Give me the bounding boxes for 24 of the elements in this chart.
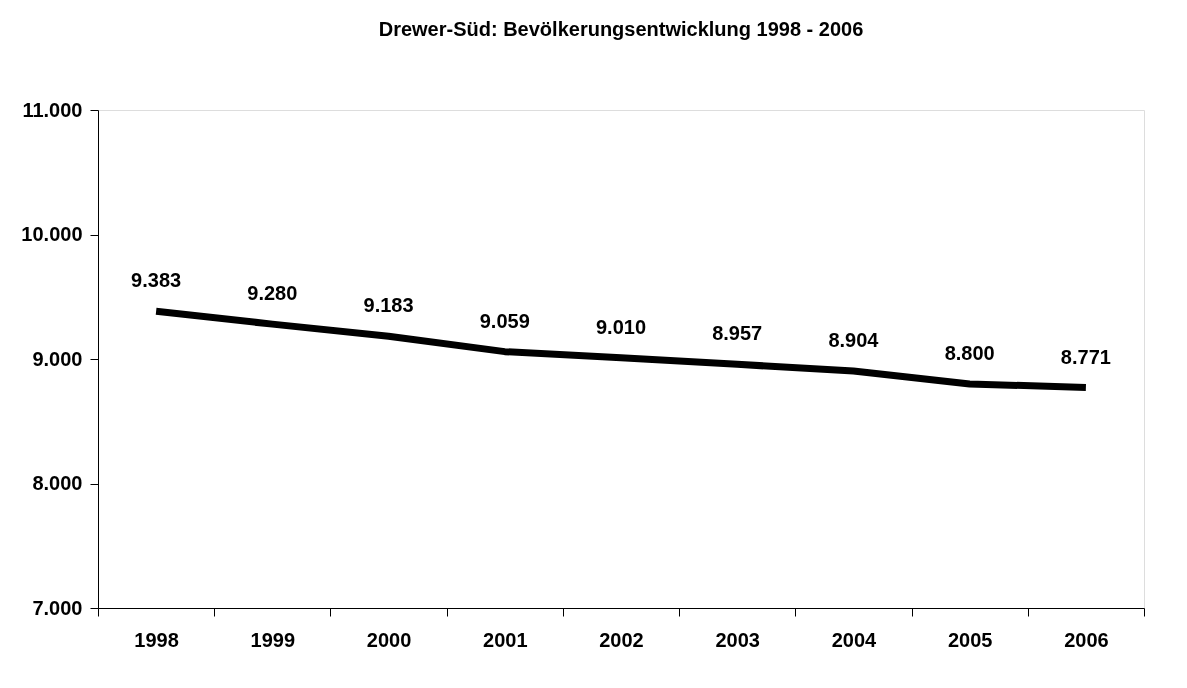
x-tick-label: 2006 xyxy=(1064,628,1109,651)
x-tick-label: 1999 xyxy=(250,628,296,651)
x-tick-label: 1998 xyxy=(134,628,179,651)
x-tick-label: 2000 xyxy=(366,628,412,651)
data-label: 9.059 xyxy=(479,309,530,332)
y-tick-label: 9.000 xyxy=(32,347,83,370)
x-tick-label: 2001 xyxy=(483,628,528,651)
data-label: 9.280 xyxy=(247,282,298,305)
data-label: 8.771 xyxy=(1060,345,1111,368)
x-tick-label: 2005 xyxy=(947,628,993,651)
x-tick-label: 2003 xyxy=(715,628,760,651)
chart-title: Drewer-Süd: Bevölkerungsentwicklung 1998 - 2006 xyxy=(378,18,864,40)
data-label: 9.010 xyxy=(595,315,647,338)
data-label: 8.957 xyxy=(712,322,763,345)
y-tick-label: 10.000 xyxy=(21,223,83,245)
x-tick-label: 2004 xyxy=(831,628,878,651)
data-label: 9.383 xyxy=(131,269,182,292)
y-tick-label: 7.000 xyxy=(32,596,83,619)
x-tick-label: 2002 xyxy=(599,628,644,651)
data-label: 8.904 xyxy=(828,328,880,351)
y-tick-label: 11.000 xyxy=(22,98,83,121)
data-label: 8.800 xyxy=(944,341,995,364)
y-tick-label: 8.000 xyxy=(32,472,83,494)
data-label: 9.183 xyxy=(363,294,414,317)
